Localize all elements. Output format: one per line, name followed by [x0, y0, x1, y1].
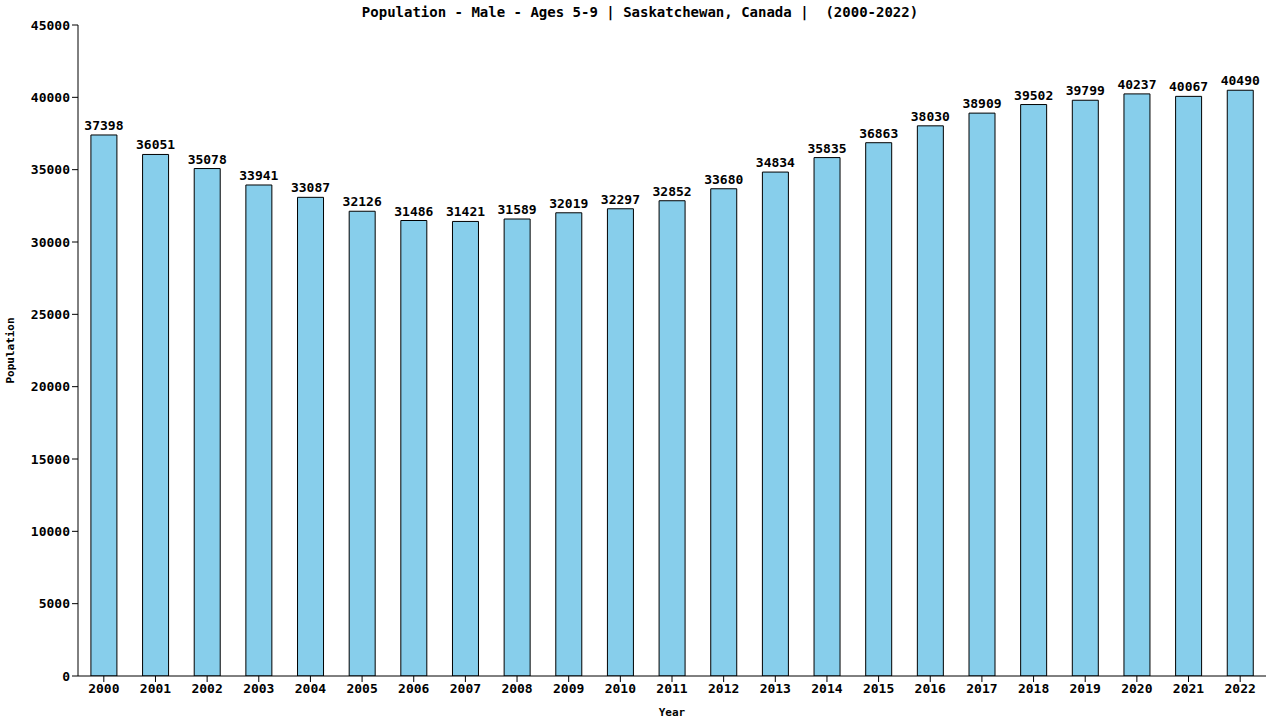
html-text:Population - Male - Ages 5-9 |: Population - Male - Ages 5-9 | Saskatche…: [361, 4, 919, 20]
svg-text:2012: 2012: [708, 681, 739, 696]
svg-text:15000: 15000: [31, 452, 70, 467]
svg-text:36863: 36863: [859, 126, 898, 141]
svg-text:2010: 2010: [605, 681, 636, 696]
svg-text:0: 0: [62, 669, 70, 684]
svg-text:31421: 31421: [446, 204, 485, 219]
svg-text:2001: 2001: [140, 681, 171, 696]
svg-text:40000: 40000: [31, 90, 70, 105]
svg-text:33087: 33087: [291, 180, 330, 195]
svg-text:2020: 2020: [1121, 681, 1152, 696]
svg-text:20000: 20000: [31, 379, 70, 394]
svg-text:2016: 2016: [915, 681, 946, 696]
svg-text:10000: 10000: [31, 524, 70, 539]
svg-text:2005: 2005: [346, 681, 377, 696]
svg-text:40490: 40490: [1221, 73, 1260, 88]
svg-text:2015: 2015: [863, 681, 894, 696]
svg-text:5000: 5000: [39, 596, 70, 611]
svg-text:2002: 2002: [191, 681, 222, 696]
svg-text:34834: 34834: [756, 155, 795, 170]
svg-text:2004: 2004: [295, 681, 326, 696]
svg-text:2011: 2011: [656, 681, 687, 696]
svg-text:2000: 2000: [88, 681, 119, 696]
svg-text:32019: 32019: [549, 196, 588, 211]
svg-text:Population: Population: [8, 317, 17, 383]
svg-text:2017: 2017: [966, 681, 997, 696]
svg-text:2009: 2009: [553, 681, 584, 696]
svg-text:25000: 25000: [31, 307, 70, 322]
svg-text:31589: 31589: [498, 202, 537, 217]
svg-text:2006: 2006: [398, 681, 429, 696]
svg-text:33941: 33941: [239, 168, 278, 183]
svg-text:2019: 2019: [1070, 681, 1101, 696]
svg-text:32126: 32126: [343, 194, 382, 209]
svg-text:35000: 35000: [31, 162, 70, 177]
svg-text:30000: 30000: [31, 235, 70, 250]
svg-text:2013: 2013: [760, 681, 791, 696]
svg-text:45000: 45000: [31, 18, 70, 33]
svg-text:35078: 35078: [188, 152, 227, 167]
svg-text:2014: 2014: [811, 681, 842, 696]
svg-text:2018: 2018: [1018, 681, 1049, 696]
svg-text:2003: 2003: [243, 681, 274, 696]
svg-text:2008: 2008: [501, 681, 532, 696]
svg-text:40067: 40067: [1169, 79, 1208, 94]
svg-text:35835: 35835: [807, 141, 846, 156]
svg-text:36051: 36051: [136, 137, 175, 152]
svg-text:Year: Year: [659, 706, 686, 719]
svg-text:33680: 33680: [704, 172, 743, 187]
svg-text:38909: 38909: [962, 96, 1001, 111]
svg-text:32852: 32852: [653, 184, 692, 199]
svg-text:38030: 38030: [911, 109, 950, 124]
svg-text:40237: 40237: [1117, 77, 1156, 92]
svg-text:32297: 32297: [601, 192, 640, 207]
svg-text:37398: 37398: [84, 118, 123, 133]
svg-text:39799: 39799: [1066, 83, 1105, 98]
svg-text:2007: 2007: [450, 681, 481, 696]
svg-text:2021: 2021: [1173, 681, 1204, 696]
svg-text:39502: 39502: [1014, 88, 1053, 103]
svg-text:31486: 31486: [394, 204, 433, 219]
svg-text:2022: 2022: [1225, 681, 1256, 696]
